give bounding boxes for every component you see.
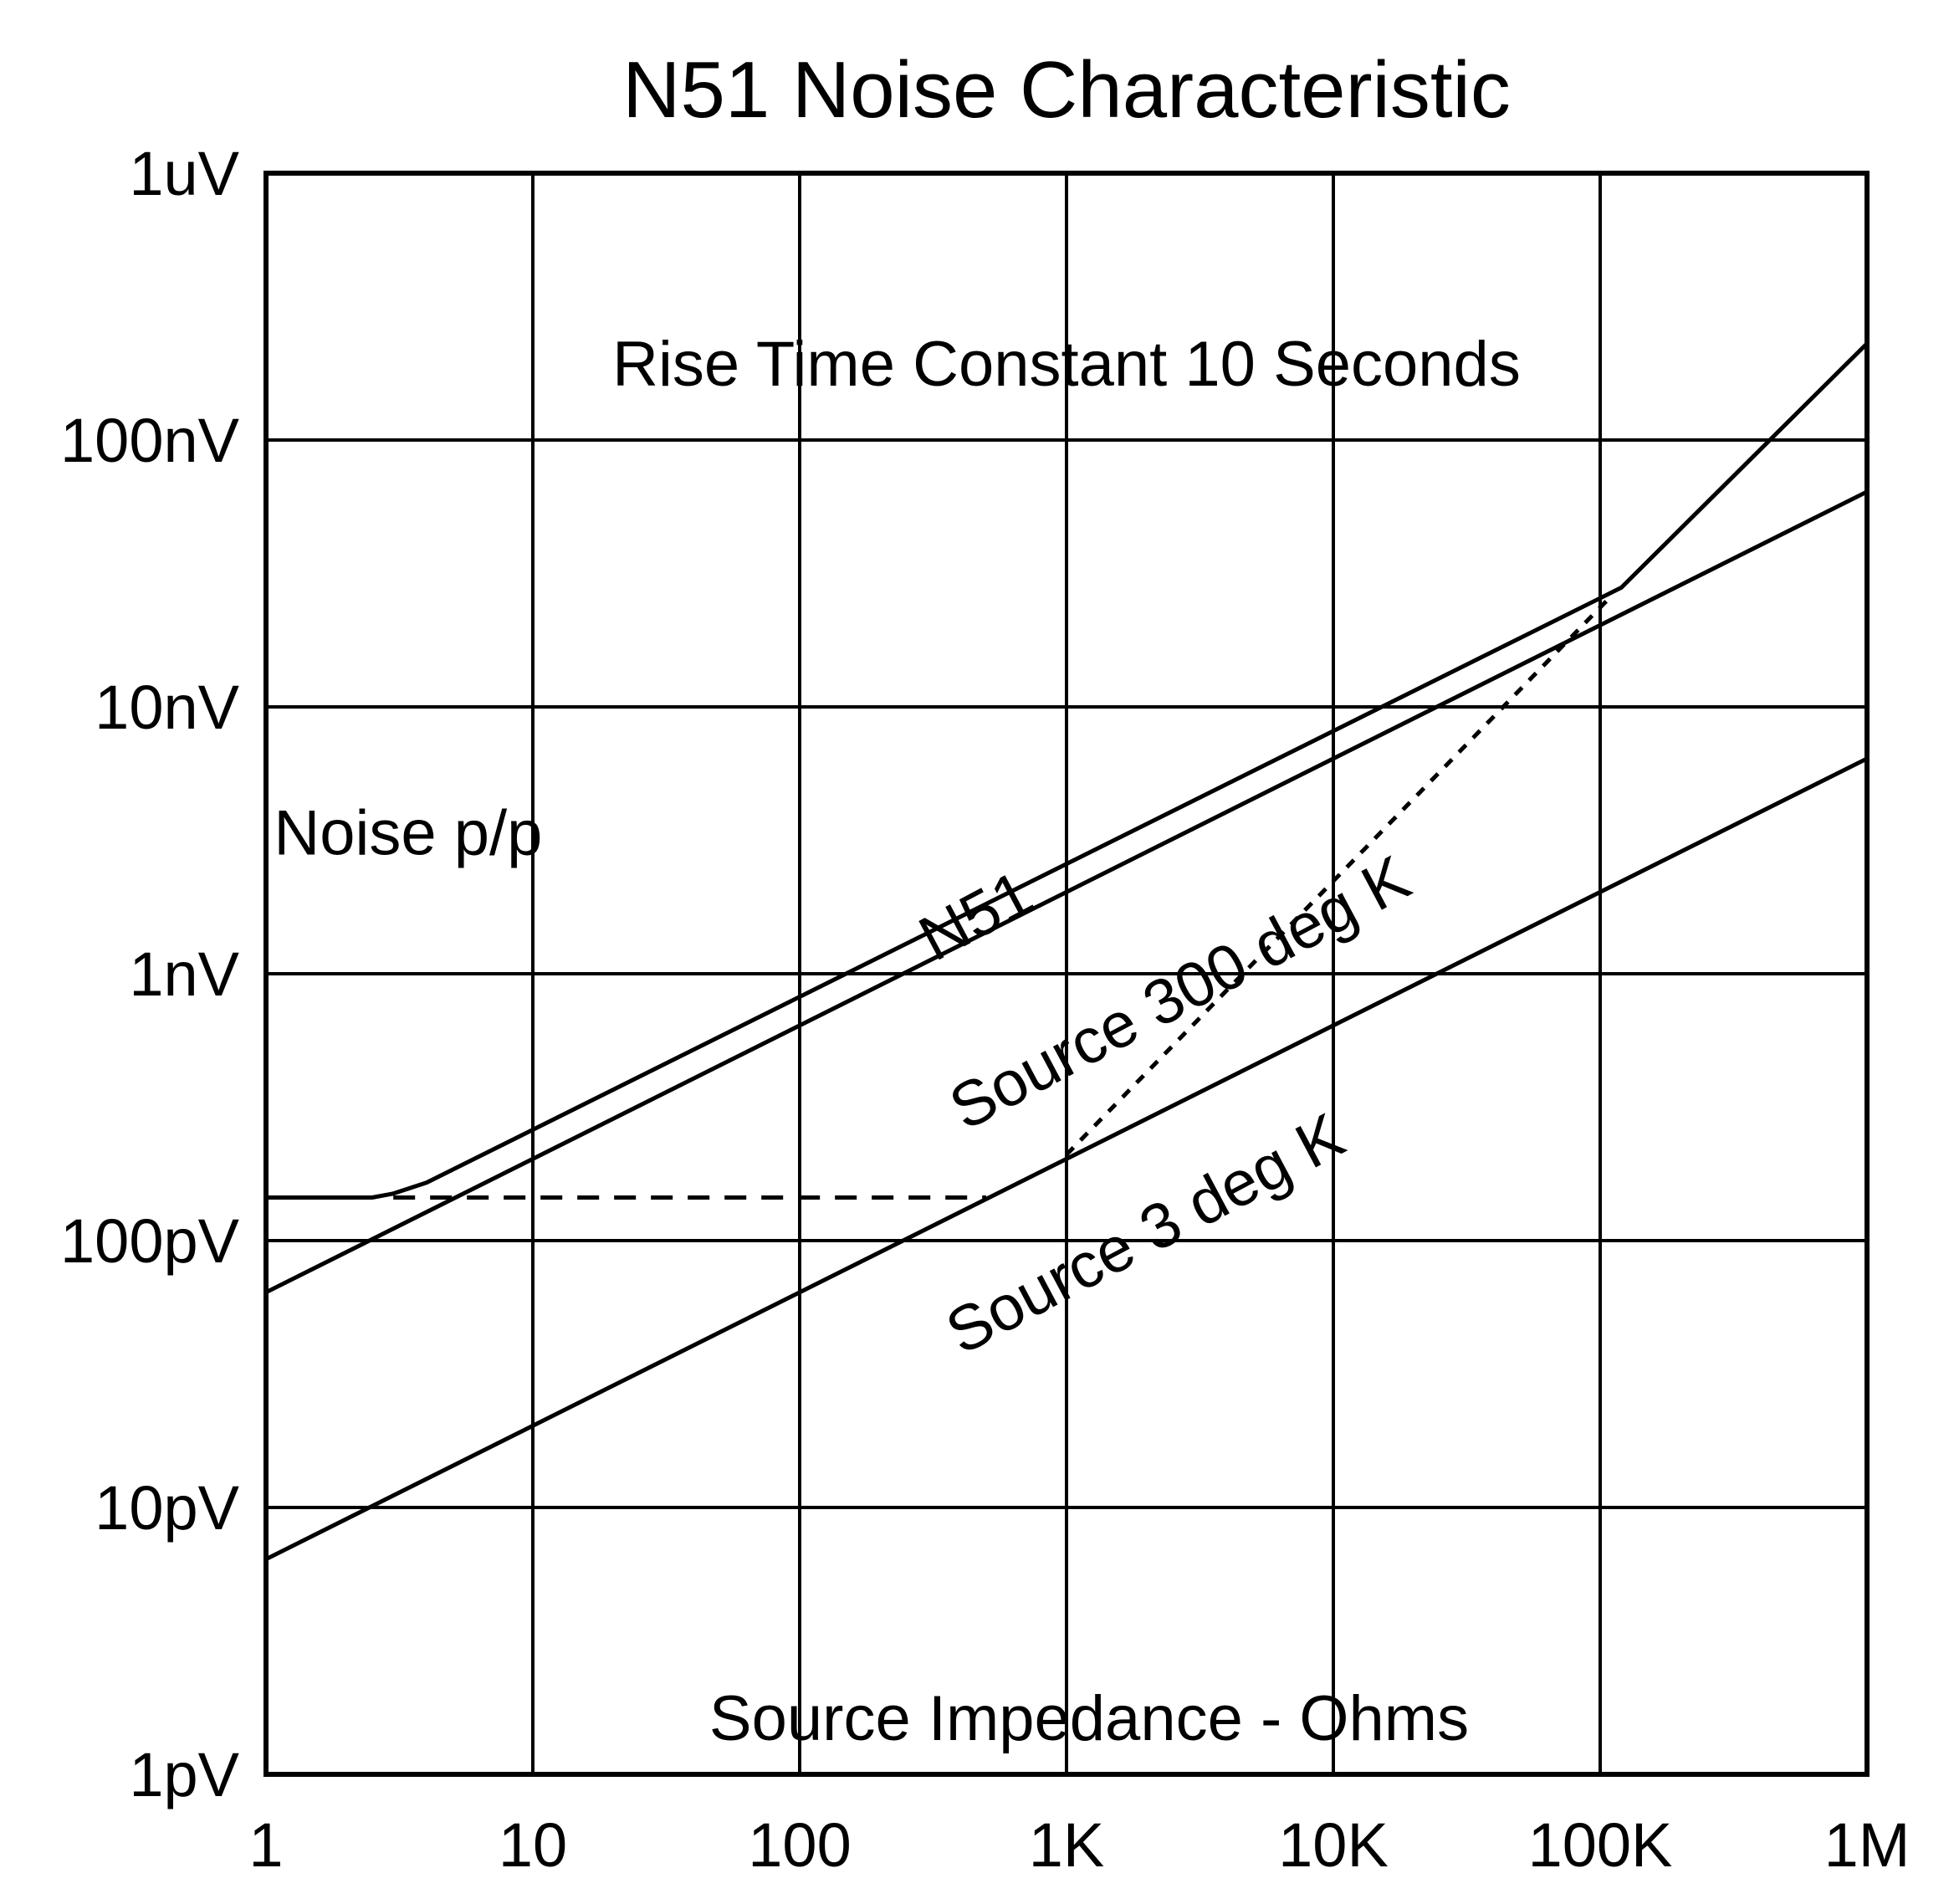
x-axis-ticks: 1 10 100 1K 10K 100K 1M (248, 1810, 1910, 1880)
plot-frame (263, 171, 1870, 1777)
annotation-n51: N51 (908, 857, 1044, 975)
annotation-source-3-deg-k: Source 3 deg K (935, 1100, 1356, 1369)
x-tick-label-1k: 1K (1029, 1810, 1105, 1880)
grid-lines (264, 171, 1869, 1776)
x-tick-label-1m: 1M (1824, 1810, 1911, 1880)
y-tick-label-100pv: 100pV (60, 1206, 240, 1276)
y-tick-label-10pv: 10pV (95, 1473, 239, 1543)
y-tick-label-1uv: 1uV (129, 139, 239, 208)
x-tick-label-100k: 100K (1528, 1810, 1673, 1880)
x-tick-label-1: 1 (248, 1810, 283, 1880)
y-tick-label-1nv: 1nV (129, 939, 239, 1009)
chart-title: N51 Noise Characteristic (622, 45, 1511, 135)
series-line-source-3-deg-k (264, 756, 1869, 1562)
y-tick-label-10nv: 10nV (95, 673, 239, 742)
series-lines (264, 341, 1869, 1562)
annotation-noise-p-p: Noise p/p (274, 797, 542, 868)
series-line-dotted-4 (1065, 594, 1613, 1156)
x-tick-label-100: 100 (748, 1810, 851, 1880)
x-tick-label-10k: 10K (1278, 1810, 1389, 1880)
y-tick-label-1pv: 1pV (129, 1740, 239, 1809)
series-line-source-300-deg-k (264, 489, 1869, 1295)
x-axis-label: Source Impedance - Ohms (709, 1683, 1469, 1754)
y-axis-ticks: 1pV 10pV 100pV 1nV 10nV 100nV 1uV (60, 139, 240, 1809)
annotation-rise-time-constant-10-seconds: Rise Time Constant 10 Seconds (612, 329, 1521, 400)
y-tick-label-100nv: 100nV (60, 406, 240, 475)
series-line-n51 (266, 341, 1869, 1200)
x-tick-label-10: 10 (499, 1810, 567, 1880)
